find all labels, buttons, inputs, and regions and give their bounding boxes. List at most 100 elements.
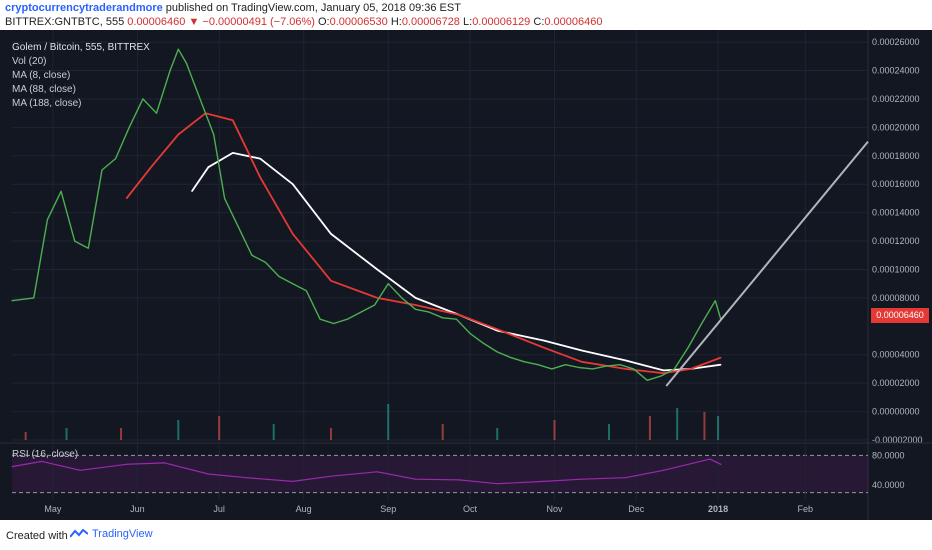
price-line-point (673, 368, 676, 370)
price-line-point (346, 318, 348, 320)
price-line-point (537, 364, 539, 366)
price-line-point (333, 322, 335, 325)
volume-bar (703, 412, 706, 440)
volume-bar (65, 428, 68, 440)
chart-canvas[interactable]: 0.00026000 0.00024000 0.00022000 0.00020000… (0, 30, 932, 520)
ma88-line-point (232, 119, 234, 121)
price-line-point (469, 332, 471, 335)
price-line-point (428, 311, 430, 313)
time-tick-label: Sep (380, 504, 396, 514)
ma88-line-point (720, 356, 722, 359)
rsi-tick-label: 80.0000 (872, 450, 905, 460)
publish-info: cryptocurrencytraderandmore published on… (5, 2, 461, 14)
price-line-point (646, 379, 648, 381)
price-line-point (660, 375, 662, 377)
volume-bar (329, 428, 332, 440)
ma188-line-point (207, 166, 209, 168)
rsi-line-point (79, 469, 81, 471)
price-line-point (114, 158, 117, 160)
price-line-point (387, 283, 389, 285)
ma88-line-point (259, 176, 261, 178)
price-tick-label: 0.00002000 (872, 378, 920, 388)
ma88-line-point (542, 347, 545, 349)
legend-ma88[interactable]: MA (88, close) (12, 84, 76, 95)
volume-bar (717, 416, 720, 440)
price-tick-label: 0.00010000 (872, 264, 920, 274)
ma188-line-point (376, 268, 378, 271)
close-label: C: (533, 16, 545, 28)
ma188-line-point (414, 297, 417, 299)
time-tick-label: Oct (463, 504, 478, 514)
price-tick-label: 0.00022000 (872, 94, 920, 104)
tradingview-link[interactable]: TradingView (70, 528, 153, 540)
rsi-line-point (330, 475, 332, 477)
last-price-badge: 0.00006460 (871, 308, 929, 323)
rsi-line-point (720, 463, 722, 465)
price-line-point (605, 365, 607, 367)
price-line-point (401, 297, 403, 299)
ma88-line-point (458, 314, 460, 316)
time-tick-label: May (44, 504, 62, 514)
ma188-line-point (720, 364, 722, 366)
volume-bar (608, 424, 611, 440)
time-tick-label: Nov (546, 504, 563, 514)
price-line-point (619, 364, 621, 366)
last-price: 0.00006460 (127, 16, 186, 28)
price-line-point (455, 318, 457, 320)
price-line-point (185, 62, 188, 65)
legend-ma8[interactable]: MA (8, close) (12, 70, 71, 81)
author-link[interactable]: cryptocurrencytraderandmore (5, 2, 163, 14)
price-line-point (46, 219, 49, 221)
ma88-line-point (414, 304, 417, 306)
price-line-point (169, 69, 171, 72)
ma188-line-point (292, 183, 294, 185)
price-line-point (414, 308, 417, 310)
legend-ma188[interactable]: MA (188, close) (12, 98, 82, 109)
volume-bar (553, 420, 556, 440)
tradingview-logo-icon (70, 529, 88, 538)
rsi-band (12, 455, 868, 493)
rsi-line-point (164, 462, 166, 464)
ma88-line-point (330, 280, 332, 282)
open-label: O: (318, 16, 330, 28)
ma188-line-point (624, 359, 626, 362)
price-tick-label: 0.00000000 (872, 407, 920, 417)
rsi-line-point (709, 458, 711, 460)
rsi-line-point (458, 479, 460, 481)
price-tick-label: 0.00018000 (872, 151, 920, 161)
price-line-point (360, 311, 362, 313)
rsi-line-point (662, 469, 665, 471)
price-tick-label: 0.00008000 (872, 293, 920, 303)
rsi-line-point (542, 480, 545, 483)
price-line-point (213, 133, 215, 136)
ma188-line-point (232, 152, 234, 154)
ma188-line-point (330, 233, 332, 235)
volume-bar (387, 404, 390, 440)
price-line-point (237, 226, 239, 228)
created-with-text: Created with (6, 530, 68, 542)
ma88-line-point (496, 328, 498, 330)
price-tick-label: 0.00020000 (872, 122, 920, 132)
open-value: 0.00006530 (329, 16, 388, 28)
time-tick-label: Feb (798, 504, 814, 514)
published-text: published on TradingView.com, January 05… (165, 2, 461, 14)
volume-bar (24, 432, 27, 440)
chart-area[interactable]: 0.00026000 0.00024000 0.00022000 0.00020000… (0, 30, 932, 520)
rsi-legend[interactable]: RSI (16, close) (12, 449, 79, 460)
trendline (665, 140, 869, 387)
rsi-line-point (125, 463, 128, 465)
time-tick-label: Aug (296, 504, 312, 514)
price-line-point (483, 342, 485, 344)
volume-bar (272, 424, 275, 440)
ma188-line (191, 152, 721, 372)
price-line-point (510, 356, 512, 359)
ma188-line-point (542, 339, 545, 342)
price-line-point (701, 322, 703, 325)
close-value: 0.00006460 (544, 16, 603, 28)
price-line-point (128, 126, 130, 128)
price-tick-label: 0.00014000 (872, 208, 920, 218)
price-change: ▼ −0.00000491 (−7.06%) (188, 16, 315, 28)
legend-vol[interactable]: Vol (20) (12, 56, 47, 67)
price-line-point (551, 368, 553, 370)
ma88-line-point (581, 361, 583, 363)
